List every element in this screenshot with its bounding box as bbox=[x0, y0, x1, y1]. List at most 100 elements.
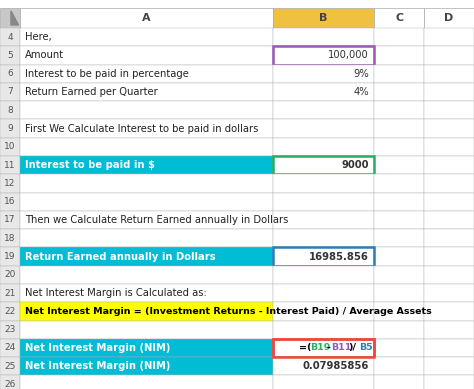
Text: Then we Calculate Return Earned annually in Dollars: Then we Calculate Return Earned annually… bbox=[25, 215, 288, 225]
Text: 5: 5 bbox=[7, 51, 13, 60]
Text: Net Interest Margin (NIM): Net Interest Margin (NIM) bbox=[25, 361, 170, 371]
Text: 16: 16 bbox=[4, 197, 16, 206]
Bar bbox=[424, 83, 474, 101]
Bar bbox=[374, 83, 424, 101]
Text: 4: 4 bbox=[7, 33, 13, 42]
Text: Net Interest Margin = (Investment Returns - Interest Paid) / Average Assets: Net Interest Margin = (Investment Return… bbox=[25, 307, 431, 316]
Text: 7: 7 bbox=[7, 88, 13, 96]
Bar bbox=[424, 28, 474, 46]
Text: 8: 8 bbox=[7, 106, 13, 115]
Bar bbox=[20, 193, 273, 211]
Bar bbox=[374, 46, 424, 65]
Bar bbox=[273, 83, 374, 101]
Text: 0.07985856: 0.07985856 bbox=[302, 361, 369, 371]
Bar bbox=[424, 193, 474, 211]
Bar bbox=[20, 65, 273, 83]
Bar bbox=[0, 138, 20, 156]
Bar bbox=[273, 302, 374, 321]
Bar bbox=[0, 65, 20, 83]
Bar bbox=[0, 321, 20, 339]
Bar bbox=[374, 101, 424, 119]
Bar bbox=[20, 266, 273, 284]
Bar bbox=[20, 375, 273, 389]
Text: C: C bbox=[395, 13, 403, 23]
Bar bbox=[273, 156, 374, 174]
Bar bbox=[424, 266, 474, 284]
Bar bbox=[424, 229, 474, 247]
Text: 22: 22 bbox=[4, 307, 16, 316]
Text: 4%: 4% bbox=[353, 87, 369, 97]
Bar bbox=[0, 174, 20, 193]
Bar bbox=[273, 8, 374, 28]
Bar bbox=[273, 65, 374, 83]
Bar bbox=[374, 229, 424, 247]
Bar bbox=[374, 174, 424, 193]
Bar bbox=[0, 339, 20, 357]
Bar bbox=[374, 193, 424, 211]
Bar bbox=[273, 174, 374, 193]
Text: D: D bbox=[445, 13, 454, 23]
Text: )/: )/ bbox=[348, 343, 356, 352]
Bar bbox=[20, 302, 273, 321]
Bar bbox=[20, 46, 273, 65]
Bar bbox=[374, 357, 424, 375]
Bar bbox=[20, 156, 273, 174]
Text: 18: 18 bbox=[4, 234, 16, 243]
Text: 12: 12 bbox=[4, 179, 16, 188]
Polygon shape bbox=[11, 11, 18, 25]
Text: Amount: Amount bbox=[25, 51, 64, 60]
Text: 17: 17 bbox=[4, 216, 16, 224]
Bar bbox=[374, 302, 424, 321]
Bar bbox=[374, 211, 424, 229]
Bar bbox=[424, 247, 474, 266]
Bar bbox=[0, 266, 20, 284]
Bar bbox=[0, 46, 20, 65]
Bar bbox=[374, 247, 424, 266]
Bar bbox=[273, 357, 374, 375]
Bar bbox=[0, 8, 20, 28]
Bar bbox=[374, 138, 424, 156]
Bar bbox=[20, 101, 273, 119]
Bar bbox=[273, 247, 374, 266]
Bar bbox=[273, 229, 374, 247]
Bar bbox=[20, 8, 273, 28]
Text: 24: 24 bbox=[4, 343, 16, 352]
Bar bbox=[424, 284, 474, 302]
Bar bbox=[20, 284, 273, 302]
Bar bbox=[273, 339, 374, 357]
Bar bbox=[20, 357, 273, 375]
Text: A: A bbox=[142, 13, 151, 23]
Bar bbox=[424, 8, 474, 28]
Bar bbox=[273, 193, 374, 211]
Text: -: - bbox=[326, 343, 330, 352]
Bar bbox=[374, 375, 424, 389]
Text: B: B bbox=[319, 13, 328, 23]
Bar bbox=[374, 65, 424, 83]
Bar bbox=[273, 321, 374, 339]
Bar bbox=[374, 119, 424, 138]
Text: Net Interest Margin is Calculated as:: Net Interest Margin is Calculated as: bbox=[25, 288, 206, 298]
Text: Return Earned annually in Dollars: Return Earned annually in Dollars bbox=[25, 252, 215, 261]
Text: B11: B11 bbox=[331, 343, 352, 352]
Bar bbox=[0, 211, 20, 229]
Bar bbox=[0, 247, 20, 266]
Bar bbox=[20, 119, 273, 138]
Bar bbox=[273, 156, 374, 174]
Text: First We Calculate Interest to be paid in dollars: First We Calculate Interest to be paid i… bbox=[25, 124, 258, 133]
Bar bbox=[424, 65, 474, 83]
Bar bbox=[0, 28, 20, 46]
Bar bbox=[273, 266, 374, 284]
Text: 19: 19 bbox=[4, 252, 16, 261]
Bar bbox=[20, 229, 273, 247]
Bar bbox=[424, 302, 474, 321]
Text: 100,000: 100,000 bbox=[328, 51, 369, 60]
Bar bbox=[0, 302, 20, 321]
Text: Interest to be paid in percentage: Interest to be paid in percentage bbox=[25, 69, 189, 79]
Bar bbox=[424, 375, 474, 389]
Text: B19: B19 bbox=[310, 343, 330, 352]
Bar bbox=[273, 119, 374, 138]
Bar bbox=[273, 28, 374, 46]
Text: 21: 21 bbox=[4, 289, 16, 298]
Text: 10: 10 bbox=[4, 142, 16, 151]
Text: 25: 25 bbox=[4, 362, 16, 371]
